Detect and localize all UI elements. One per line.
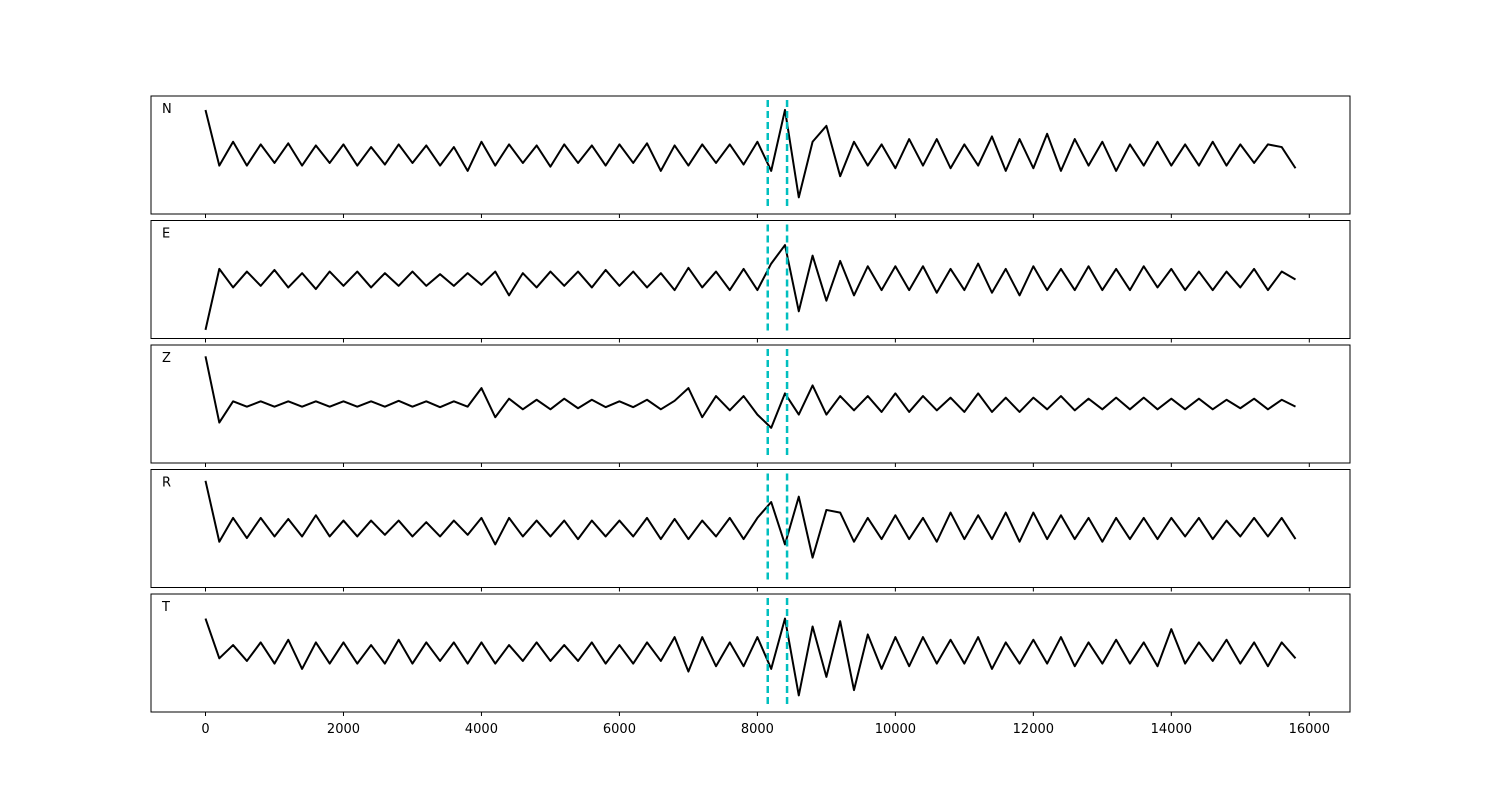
panel-label: T	[161, 600, 170, 615]
trace	[204, 617, 1297, 697]
x-tick-label: 6000	[603, 722, 636, 737]
panel-frame	[150, 220, 1351, 339]
trace	[204, 356, 1296, 429]
panel-frame	[150, 95, 1351, 215]
x-tick-label: 16000	[1289, 722, 1330, 737]
trace	[204, 244, 1296, 331]
x-tick-label: 10000	[875, 722, 916, 737]
panel-label: N	[162, 102, 172, 117]
x-tick-label: 12000	[1013, 722, 1054, 737]
panel-frame	[150, 593, 1351, 713]
x-tick-label: 14000	[1151, 722, 1192, 737]
x-tick-label: 8000	[741, 722, 774, 737]
panel-label: Z	[162, 351, 171, 366]
trace	[204, 108, 1297, 199]
panel-label: E	[162, 227, 170, 242]
x-tick-label: 0	[201, 722, 209, 737]
x-tick-label: 4000	[465, 722, 498, 737]
x-tick-label: 2000	[327, 722, 360, 737]
panel-label: R	[162, 476, 171, 491]
trace	[204, 480, 1297, 559]
panel-frame	[150, 469, 1351, 588]
panel-frame	[150, 344, 1351, 464]
